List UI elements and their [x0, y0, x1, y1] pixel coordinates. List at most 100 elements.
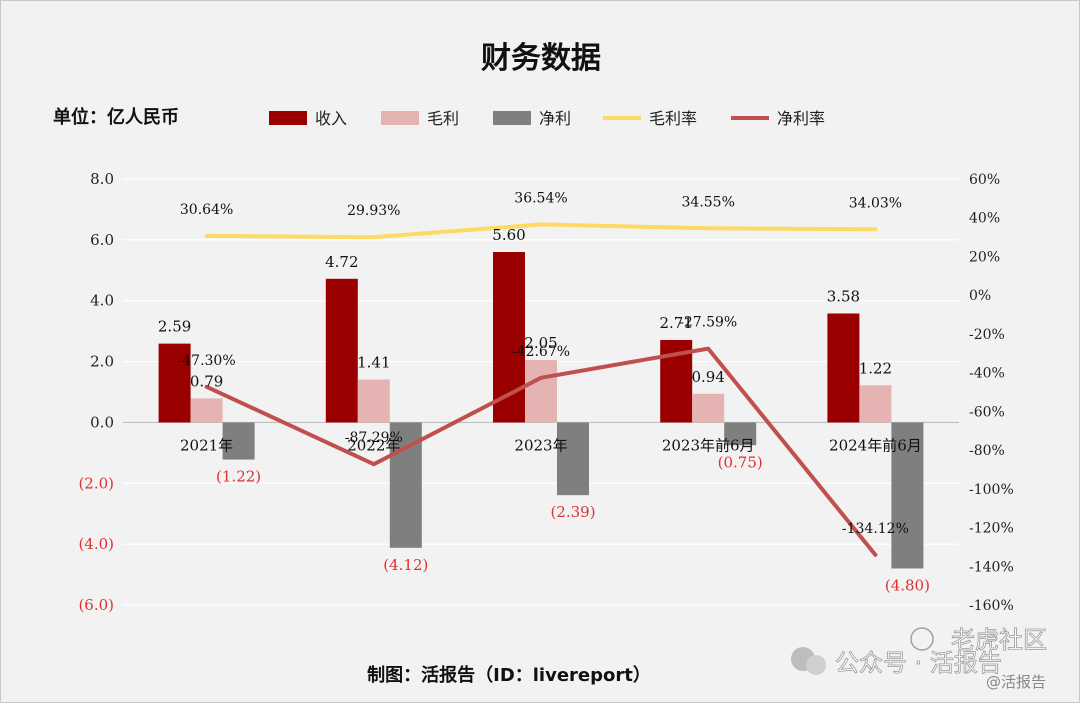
watermark-account: 公众号 · 活报告 [835, 649, 1002, 677]
bar-data-label: 0.79 [190, 372, 223, 390]
right-tick-label: -80% [969, 443, 1005, 459]
line-data-label: 29.93% [347, 203, 400, 219]
lines [204, 222, 878, 557]
line-point-毛利率 [373, 236, 375, 238]
bar-data-label: (2.39) [550, 503, 595, 521]
wechat-icon-secondary [806, 655, 826, 675]
category-label: 2023年前6月 [662, 436, 755, 454]
left-tick-label: 6.0 [90, 231, 114, 249]
line-point-毛利率 [707, 227, 709, 229]
right-tick-label: 60% [969, 172, 1000, 188]
right-tick-label: -120% [969, 521, 1014, 537]
line-data-label: -42.67% [512, 344, 570, 360]
bar-净利 [891, 422, 924, 569]
legend-swatch-毛利 [381, 111, 419, 125]
bar-data-label: (4.12) [383, 556, 428, 574]
watermark-brand: 老虎社区 [951, 626, 1047, 654]
bars [158, 252, 924, 569]
legend-label: 毛利率 [649, 109, 697, 128]
line-point-毛利率 [874, 228, 876, 230]
line-data-label: 30.64% [180, 202, 233, 218]
line-point-净利率 [373, 463, 375, 465]
bar-毛利 [357, 379, 390, 423]
right-tick-label: -160% [969, 598, 1014, 614]
bar-收入 [325, 278, 358, 423]
right-tick-label: -20% [969, 327, 1005, 343]
line-毛利率 [204, 222, 878, 240]
line-point-净利率 [206, 386, 208, 388]
right-tick-label: -140% [969, 559, 1014, 575]
left-tick-label: (4.0) [78, 535, 114, 553]
bar-data-label: 2.59 [158, 318, 191, 336]
left-tick-label: 0.0 [90, 413, 114, 431]
unit-label: 单位：亿人民币 [53, 106, 179, 128]
legend-label: 收入 [315, 109, 347, 128]
watermark-handle: @活报告 [986, 673, 1046, 691]
bar-收入 [493, 252, 525, 423]
left-tick-label: (2.0) [78, 474, 114, 492]
bar-data-label: 3.58 [827, 287, 860, 305]
bar-净利 [724, 422, 757, 446]
line-point-净利率 [874, 554, 876, 556]
right-tick-label: 40% [969, 211, 1000, 227]
legend-label: 净利 [539, 109, 571, 128]
right-tick-label: -60% [969, 404, 1005, 420]
bar-净利 [222, 422, 255, 460]
line-point-毛利率 [206, 235, 208, 237]
bar-净利 [557, 422, 589, 496]
line-point-净利率 [540, 377, 542, 379]
bar-data-label: (1.22) [216, 468, 261, 486]
left-axis: 8.0 6.0 4.0 2.0 0.0 (2.0) (4.0) (6.0) [78, 170, 114, 614]
line-data-label: -27.59% [679, 315, 737, 331]
right-tick-label: 20% [969, 249, 1000, 265]
watermark: 老虎社区 公众号 · 活报告 @活报告 [791, 626, 1047, 691]
line-data-label: 34.55% [682, 194, 735, 210]
right-tick-label: -100% [969, 482, 1014, 498]
legend-label: 毛利 [427, 109, 459, 128]
legend-label: 净利率 [777, 109, 825, 128]
line-point-毛利率 [540, 223, 542, 225]
watermark-logo-icon [910, 627, 934, 651]
bar-data-label: 1.22 [859, 359, 892, 377]
legend-swatch-净利 [493, 111, 531, 125]
line-point-净利率 [707, 348, 709, 350]
bar-收入 [827, 313, 860, 423]
bar-data-label: 0.94 [691, 368, 724, 386]
category-label: 2022年 [347, 436, 400, 454]
line-data-label: -87.29% [345, 430, 403, 446]
bar-收入 [158, 343, 191, 423]
bar-data-label: 2.71 [659, 314, 692, 332]
bar-data-label: (0.75) [718, 453, 763, 471]
bar-毛利 [859, 385, 892, 423]
bar-data-label: 5.60 [492, 226, 525, 244]
line-data-label: 36.54% [514, 190, 567, 206]
chart-title: 财务数据 [481, 41, 601, 76]
right-axis: 60% 40% 20% 0% -20% -40% -60% -80% -100% -120% -14… [969, 172, 1014, 614]
legend: 收入 毛利 净利 毛利率 净利率 [269, 109, 825, 128]
line-data-label: 34.03% [849, 195, 902, 211]
left-tick-label: 8.0 [90, 170, 114, 188]
left-tick-label: (6.0) [78, 596, 114, 614]
credit-text: 制图：活报告（ID：livereport） [367, 664, 651, 686]
legend-swatch-收入 [269, 111, 307, 125]
category-label: 2024年前6月 [829, 436, 922, 454]
line-data-label: -134.12% [842, 521, 909, 537]
bar-毛利 [692, 393, 725, 423]
category-label: 2023年 [514, 436, 567, 454]
line-data-label: -47.30% [178, 353, 236, 369]
bar-毛利 [190, 398, 223, 423]
data-labels: 2.59 4.72 5.60 2.71 3.58 0.79 1.41 2.05 0.94 1.22… [158, 190, 930, 594]
right-tick-label: 0% [969, 288, 991, 304]
left-tick-label: 4.0 [90, 292, 114, 310]
right-tick-label: -40% [969, 366, 1005, 382]
left-tick-label: 2.0 [90, 353, 114, 371]
bar-data-label: (4.80) [885, 576, 930, 594]
category-label: 2021年 [180, 436, 233, 454]
bar-data-label: 1.41 [357, 354, 390, 372]
bar-data-label: 4.72 [325, 253, 358, 271]
bar-毛利 [525, 360, 557, 423]
category-labels: 2021年 2022年 2023年 2023年前6月 2024年前6月 [180, 436, 922, 454]
bar-data-label: 2.05 [524, 334, 557, 352]
